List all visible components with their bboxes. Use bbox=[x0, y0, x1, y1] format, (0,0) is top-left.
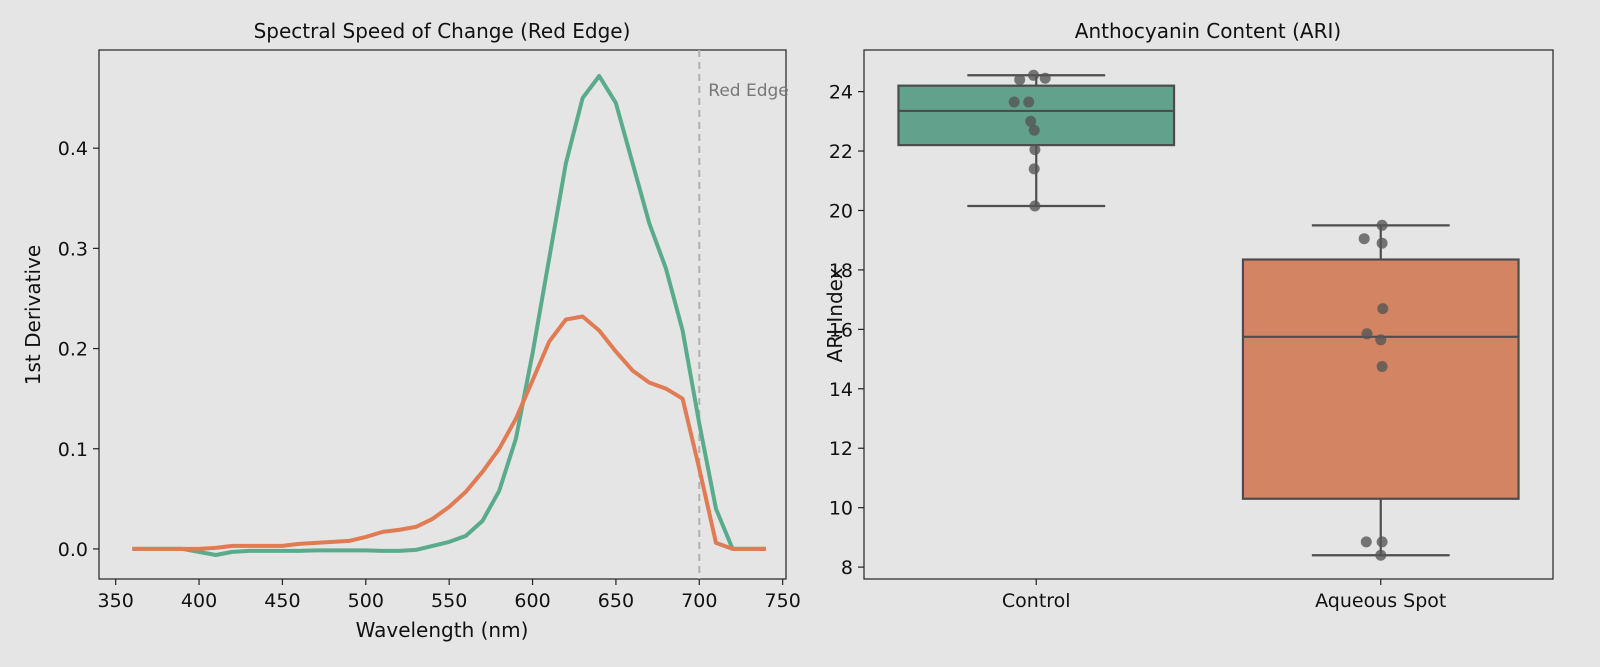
x-tick-label: 450 bbox=[264, 590, 300, 612]
line-chart-ylabel: 1st Derivative bbox=[21, 245, 45, 385]
data-point bbox=[1014, 74, 1026, 86]
y-tick-label: 0.1 bbox=[58, 439, 88, 461]
y-tick-label: 10 bbox=[829, 498, 853, 520]
data-point bbox=[1377, 303, 1389, 315]
data-point bbox=[1361, 328, 1373, 340]
line-chart-x-ticks: 350 400 450 500 550 600 650 700 750 bbox=[98, 579, 801, 612]
y-tick-label: 0.2 bbox=[58, 339, 88, 361]
box-chart-panel: Anthocyanin Content (ARI) ARI Index 8 10 1… bbox=[823, 19, 1554, 612]
data-point bbox=[1029, 144, 1041, 156]
box-chart-frame bbox=[863, 49, 1554, 580]
x-tick-label: 350 bbox=[98, 590, 134, 612]
x-tick-label: 400 bbox=[181, 590, 217, 612]
line-chart-y-ticks: 0.0 0.1 0.2 0.3 0.4 bbox=[58, 138, 99, 561]
y-tick-label: 24 bbox=[829, 82, 853, 104]
y-tick-label: 14 bbox=[829, 379, 853, 401]
line-chart-frame bbox=[98, 49, 787, 580]
y-tick-label: 0.3 bbox=[58, 238, 88, 260]
y-tick-label: 0.4 bbox=[58, 138, 88, 160]
y-tick-label: 0.0 bbox=[58, 539, 88, 561]
data-point bbox=[1376, 237, 1388, 249]
series-line-aqueous-spot bbox=[132, 314, 766, 551]
data-point bbox=[1376, 361, 1388, 372]
box-chart-ylabel: ARI Index bbox=[823, 267, 847, 362]
data-point bbox=[1376, 219, 1388, 231]
data-point bbox=[1029, 200, 1041, 212]
y-tick-label: 8 bbox=[841, 557, 853, 579]
x-tick-label: 600 bbox=[514, 590, 550, 612]
box-chart-points bbox=[1008, 69, 1389, 561]
data-point bbox=[1360, 536, 1372, 548]
box-control bbox=[897, 84, 1176, 147]
line-chart-xlabel: Wavelength (nm) bbox=[356, 618, 529, 642]
x-tick-label: 700 bbox=[681, 590, 717, 612]
data-point bbox=[1376, 536, 1388, 548]
y-tick-label: 18 bbox=[829, 260, 853, 282]
x-tick-label: 500 bbox=[348, 590, 384, 612]
red-edge-label: Red Edge bbox=[708, 81, 788, 101]
data-point bbox=[1358, 233, 1370, 245]
y-tick-label: 22 bbox=[829, 141, 853, 163]
category-label: Aqueous Spot bbox=[1315, 590, 1446, 612]
y-tick-label: 12 bbox=[829, 438, 853, 460]
series-line-control bbox=[132, 74, 766, 557]
y-tick-label: 20 bbox=[829, 200, 853, 222]
box-chart-y-ticks: 8 10 12 14 16 18 20 22 24 bbox=[829, 82, 864, 579]
data-point bbox=[1025, 115, 1037, 127]
data-point bbox=[1028, 69, 1039, 81]
category-label: Control bbox=[1002, 590, 1071, 612]
data-point bbox=[1008, 96, 1020, 108]
line-chart-panel: Spectral Speed of Change (Red Edge) Wave… bbox=[21, 19, 801, 642]
data-point bbox=[1023, 96, 1035, 108]
data-point bbox=[1039, 72, 1051, 84]
x-tick-label: 650 bbox=[598, 590, 634, 612]
y-tick-label: 16 bbox=[829, 319, 853, 341]
line-chart-title: Spectral Speed of Change (Red Edge) bbox=[254, 19, 631, 43]
data-point bbox=[1028, 124, 1040, 136]
x-tick-label: 750 bbox=[765, 590, 801, 612]
x-tick-label: 550 bbox=[431, 590, 467, 612]
line-chart-series bbox=[132, 74, 766, 557]
box-chart-title: Anthocyanin Content (ARI) bbox=[1075, 19, 1341, 43]
box-chart-x-ticks: Control Aqueous Spot bbox=[1002, 579, 1446, 612]
data-point bbox=[1028, 163, 1040, 175]
box-aqueous-spot bbox=[1241, 258, 1520, 500]
data-point bbox=[1375, 334, 1387, 346]
data-point bbox=[1375, 549, 1387, 561]
box-chart-boxes bbox=[897, 74, 1520, 557]
